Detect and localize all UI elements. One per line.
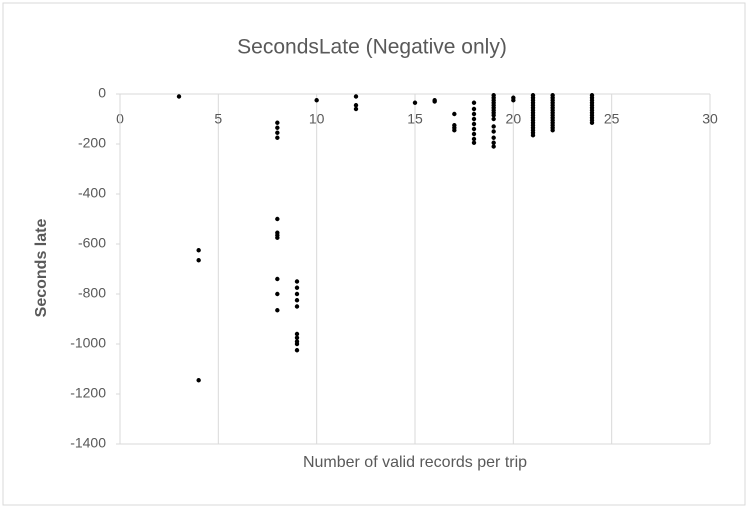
point	[491, 144, 496, 149]
point	[294, 304, 300, 309]
point	[491, 116, 496, 122]
point	[275, 125, 280, 130]
point	[491, 129, 496, 134]
point	[530, 133, 536, 138]
point	[275, 135, 280, 140]
x-tick-label: 20	[506, 111, 522, 127]
point	[412, 100, 418, 105]
point	[275, 130, 280, 135]
point	[353, 106, 359, 112]
y-axis-title: Seconds late	[33, 219, 50, 318]
x-tick-label: 30	[702, 111, 718, 127]
point	[275, 216, 280, 222]
y-tick-label: -400	[78, 185, 106, 201]
point	[275, 291, 280, 297]
point	[294, 348, 300, 353]
point	[275, 276, 280, 282]
point	[294, 285, 300, 290]
point	[294, 279, 300, 284]
y-tick-label: -1200	[70, 385, 106, 401]
x-tick-label: 10	[309, 111, 325, 127]
point	[353, 103, 359, 108]
point	[294, 335, 300, 340]
point	[314, 98, 319, 103]
point	[294, 291, 300, 297]
point	[550, 128, 555, 133]
point	[491, 140, 496, 145]
point	[511, 98, 516, 103]
point	[589, 120, 595, 125]
point	[471, 136, 477, 142]
point	[353, 94, 359, 99]
x-tick-label: 25	[604, 111, 620, 127]
point	[491, 113, 496, 118]
x-tick-label: 15	[407, 111, 423, 127]
point	[196, 248, 201, 253]
y-tick-label: 0	[98, 85, 106, 101]
point	[471, 111, 477, 117]
point	[196, 258, 201, 263]
point	[471, 116, 477, 122]
x-axis-title: Number of valid records per trip	[303, 454, 527, 471]
point	[294, 341, 300, 347]
point	[275, 120, 280, 125]
chart-border	[2, 2, 746, 506]
chart-title: SecondsLate (Negative only)	[237, 36, 507, 59]
point	[294, 331, 300, 337]
point	[294, 298, 300, 303]
point	[471, 131, 477, 137]
point	[491, 124, 496, 129]
y-tick-label: -600	[78, 235, 106, 251]
y-tick-label: -800	[78, 285, 106, 301]
point	[471, 100, 477, 105]
point	[432, 99, 437, 104]
point	[491, 135, 496, 140]
point	[275, 235, 280, 240]
point	[275, 308, 280, 313]
y-tick-label: -1000	[70, 335, 106, 351]
point	[452, 128, 457, 133]
point	[176, 94, 182, 99]
point	[471, 126, 477, 132]
point	[196, 378, 201, 383]
y-tick-label: -1400	[70, 435, 106, 451]
x-tick-label: 5	[214, 111, 222, 127]
point	[471, 106, 477, 112]
point	[452, 111, 457, 117]
point	[471, 121, 477, 127]
y-tick-label: -200	[78, 135, 106, 151]
point	[471, 140, 477, 145]
